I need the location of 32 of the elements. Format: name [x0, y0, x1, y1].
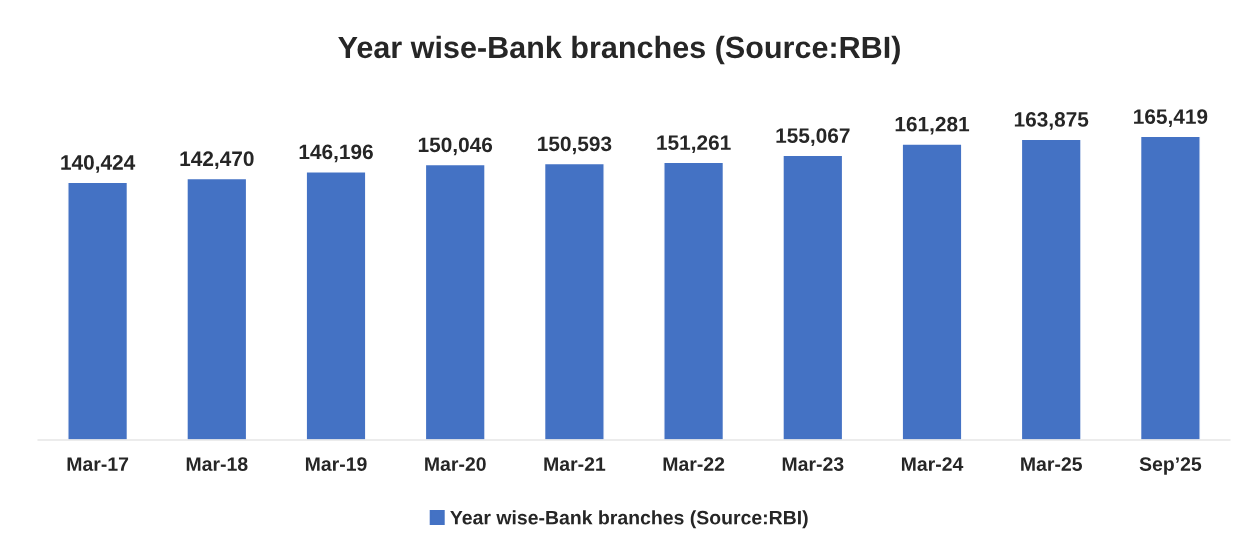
bar: [305, 171, 367, 440]
x-tick-label: Mar-24: [901, 457, 964, 471]
x-tick-label: Mar-19: [305, 457, 367, 471]
bar: [424, 163, 486, 440]
x-tick-label: Mar-25: [1021, 457, 1082, 471]
x-tick-label: Mar-17: [67, 457, 129, 471]
data-label: 150,046: [418, 137, 493, 156]
bar: [663, 161, 725, 440]
x-tick-label: Mar-20: [425, 457, 486, 471]
data-label: 165,419: [1134, 109, 1208, 127]
data-label: 150,593: [538, 136, 612, 155]
data-label: 142,470: [180, 151, 254, 170]
bar: [782, 154, 844, 440]
x-tick-label: Sep’25: [1139, 457, 1202, 475]
chart-title: Year wise-Bank branches (Source:RBI): [338, 35, 900, 65]
data-label: 151,261: [657, 135, 731, 153]
data-label: 161,281: [895, 116, 970, 135]
legend-label: Year wise-Bank branches (Source:RBI): [450, 510, 808, 529]
bar: [1139, 135, 1201, 440]
bar: [901, 143, 963, 440]
bar: [1020, 138, 1082, 440]
data-label: 140,424: [61, 155, 136, 173]
bar: [67, 181, 129, 440]
x-tick-label: Mar-23: [782, 457, 844, 471]
bar: [543, 162, 605, 440]
data-label: 155,067: [776, 128, 850, 146]
data-label: 163,875: [1014, 112, 1089, 130]
bar: [186, 177, 248, 440]
data-label: 146,196: [299, 144, 373, 163]
x-tick-label: Mar-22: [663, 457, 725, 471]
x-tick-label: Mar-21: [544, 457, 606, 471]
x-tick-label: Mar-18: [186, 457, 248, 471]
